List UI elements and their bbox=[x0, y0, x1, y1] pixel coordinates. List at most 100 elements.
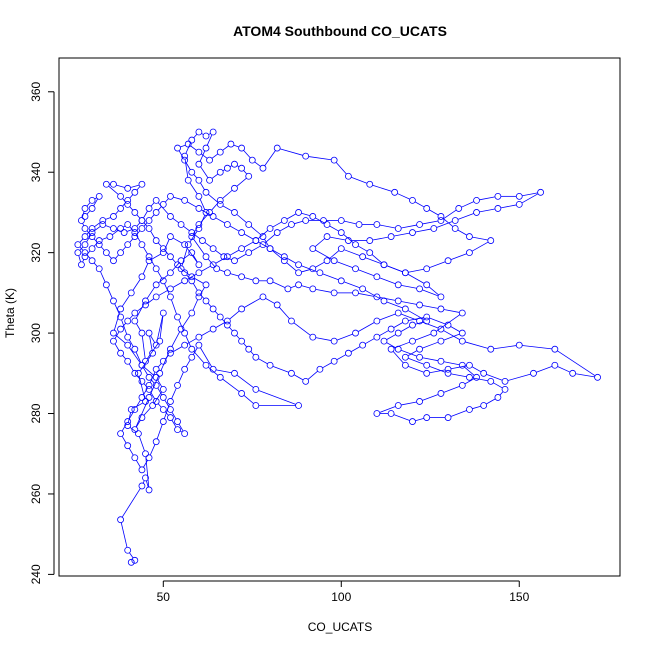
series-segment bbox=[178, 371, 184, 383]
data-point bbox=[81, 205, 89, 212]
series-segment bbox=[172, 217, 179, 224]
series-segment bbox=[315, 261, 325, 268]
series-segment bbox=[153, 391, 162, 404]
data-point bbox=[330, 257, 338, 265]
data-point bbox=[81, 249, 89, 257]
series-segment bbox=[215, 322, 225, 328]
series-segment bbox=[315, 217, 325, 224]
data-point bbox=[252, 237, 260, 244]
series-segment bbox=[116, 184, 125, 188]
series-segment bbox=[185, 142, 191, 154]
data-point bbox=[145, 385, 153, 393]
data-point bbox=[423, 281, 431, 289]
series-segment bbox=[429, 261, 446, 269]
data-point bbox=[401, 317, 409, 325]
data-point bbox=[202, 361, 210, 369]
series-segment bbox=[122, 355, 127, 360]
data-point bbox=[231, 257, 238, 265]
data-point bbox=[309, 265, 317, 273]
series-segment bbox=[422, 220, 439, 225]
series-segment bbox=[279, 148, 303, 156]
series-segment bbox=[146, 287, 155, 299]
data-point bbox=[159, 249, 167, 257]
series-segment bbox=[272, 249, 282, 256]
series-segment bbox=[472, 236, 488, 241]
data-point bbox=[401, 269, 409, 277]
series-segment bbox=[215, 257, 225, 264]
series-segment bbox=[172, 258, 176, 263]
series-segment bbox=[107, 287, 113, 299]
data-point bbox=[138, 180, 146, 188]
series-segment bbox=[121, 295, 130, 307]
series-segment bbox=[150, 335, 155, 343]
series-segment bbox=[443, 209, 457, 220]
data-point bbox=[78, 261, 85, 269]
series-segment bbox=[185, 335, 191, 347]
series-segment bbox=[408, 357, 425, 365]
series-segment bbox=[229, 327, 233, 332]
data-point bbox=[74, 241, 82, 249]
data-point bbox=[480, 402, 488, 409]
series-segment bbox=[86, 234, 91, 243]
data-point bbox=[352, 241, 359, 249]
series-segment bbox=[343, 234, 354, 243]
data-point bbox=[416, 317, 423, 325]
series-segment bbox=[172, 346, 183, 353]
series-segment bbox=[443, 386, 460, 393]
data-point bbox=[380, 297, 388, 305]
data-point bbox=[316, 269, 324, 277]
series-segment bbox=[254, 161, 261, 167]
data-point bbox=[437, 325, 445, 333]
series-segment bbox=[136, 222, 141, 227]
data-point bbox=[177, 221, 185, 228]
series-segment bbox=[279, 225, 290, 232]
data-point bbox=[117, 305, 124, 313]
data-point bbox=[202, 209, 210, 216]
data-point bbox=[223, 253, 231, 261]
series-segment bbox=[264, 238, 269, 247]
series-segment bbox=[136, 214, 141, 219]
data-point bbox=[280, 257, 288, 265]
data-point bbox=[337, 245, 345, 253]
data-point bbox=[110, 257, 117, 265]
data-point bbox=[231, 209, 238, 216]
data-point bbox=[515, 341, 523, 349]
series-segment bbox=[407, 310, 425, 320]
data-point bbox=[174, 381, 181, 389]
series-segment bbox=[215, 250, 222, 256]
data-point bbox=[494, 394, 502, 401]
series-segment bbox=[401, 301, 417, 305]
series-segment bbox=[192, 347, 198, 355]
data-point bbox=[252, 385, 260, 393]
series-segment bbox=[294, 220, 303, 225]
series-segment bbox=[216, 369, 232, 374]
data-point bbox=[142, 450, 149, 458]
series-segment bbox=[172, 262, 180, 271]
data-point bbox=[127, 558, 135, 566]
data-point bbox=[138, 273, 146, 281]
data-point bbox=[238, 164, 246, 172]
data-point bbox=[394, 225, 402, 232]
series-segment bbox=[150, 259, 155, 267]
series-segment bbox=[189, 230, 198, 243]
series-segment bbox=[258, 241, 268, 248]
data-point bbox=[131, 209, 139, 216]
series-segment bbox=[443, 330, 460, 341]
series-segment bbox=[450, 326, 460, 332]
data-point bbox=[181, 196, 189, 204]
data-point bbox=[195, 205, 203, 212]
series-segment bbox=[200, 182, 205, 190]
data-point bbox=[401, 361, 409, 369]
data-point bbox=[344, 237, 352, 244]
series-segment bbox=[171, 331, 181, 347]
data-point bbox=[124, 341, 132, 349]
data-point bbox=[181, 430, 189, 438]
data-point bbox=[288, 317, 295, 325]
data-point bbox=[88, 233, 96, 240]
data-point bbox=[295, 402, 302, 409]
data-point bbox=[159, 418, 167, 425]
data-point bbox=[81, 253, 89, 261]
data-point bbox=[131, 309, 139, 317]
series-segment bbox=[315, 289, 332, 293]
series-segment bbox=[150, 379, 155, 384]
